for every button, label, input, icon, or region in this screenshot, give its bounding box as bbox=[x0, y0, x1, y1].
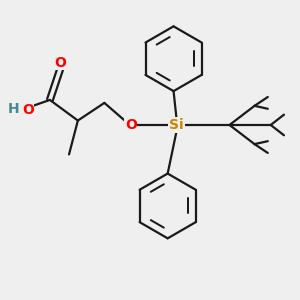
Text: Si: Si bbox=[169, 118, 184, 132]
Text: O: O bbox=[54, 56, 66, 70]
Text: O: O bbox=[125, 118, 137, 132]
Text: H: H bbox=[7, 102, 19, 116]
Text: O: O bbox=[22, 103, 34, 117]
